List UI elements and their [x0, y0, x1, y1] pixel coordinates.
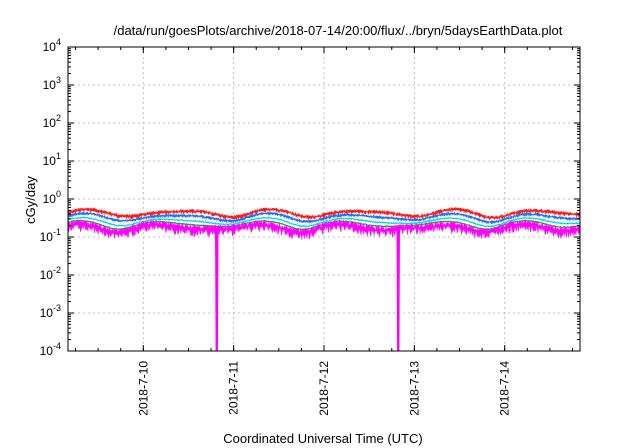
- y-tick-base: 10: [40, 306, 54, 320]
- ticks: 10-410-310-210-11001011021031042018-7-10…: [40, 37, 580, 416]
- y-tick-label: 10-1: [40, 227, 61, 244]
- y-tick-exponent: 0: [56, 189, 61, 199]
- y-tick-exponent: -2: [53, 265, 61, 275]
- x-tick-label: 2018-7-11: [227, 361, 241, 415]
- y-tick-label: 104: [43, 37, 61, 54]
- chart-title: /data/run/goesPlots/archive/2018-07-14/2…: [114, 23, 563, 38]
- series-band-5: [67, 218, 581, 352]
- y-tick-exponent: -3: [53, 303, 61, 313]
- y-tick-exponent: 1: [56, 151, 61, 161]
- y-tick-base: 10: [43, 154, 57, 168]
- y-tick-base: 10: [43, 78, 57, 92]
- y-tick-label: 100: [43, 189, 61, 206]
- y-tick-exponent: 3: [56, 75, 61, 85]
- y-tick-label: 10-4: [40, 341, 61, 358]
- y-tick-label: 102: [43, 113, 61, 130]
- series-layer: [67, 206, 581, 352]
- y-tick-label: 101: [43, 151, 61, 168]
- x-tick-label: 2018-7-13: [407, 361, 421, 416]
- y-tick-base: 10: [43, 40, 57, 54]
- y-tick-label: 103: [43, 75, 61, 92]
- series-line-3: [67, 216, 581, 228]
- x-axis-label: Coordinated Universal Time (UTC): [223, 431, 422, 446]
- x-tick-label: 2018-7-10: [136, 361, 150, 416]
- y-tick-exponent: 2: [56, 113, 61, 123]
- y-tick-exponent: 4: [56, 37, 61, 47]
- y-tick-base: 10: [43, 116, 57, 130]
- y-tick-exponent: -4: [53, 341, 61, 351]
- grid: [68, 47, 580, 351]
- y-tick-base: 10: [40, 268, 54, 282]
- x-tick-label: 2018-7-12: [317, 361, 331, 416]
- y-tick-exponent: -1: [53, 227, 61, 237]
- y-tick-base: 10: [43, 192, 57, 206]
- y-axis-label: cGy/day: [23, 176, 38, 224]
- y-tick-base: 10: [40, 230, 54, 244]
- y-tick-label: 10-3: [40, 303, 61, 320]
- x-tick-label: 2018-7-14: [498, 361, 512, 416]
- y-tick-base: 10: [40, 344, 54, 358]
- y-tick-label: 10-2: [40, 265, 61, 282]
